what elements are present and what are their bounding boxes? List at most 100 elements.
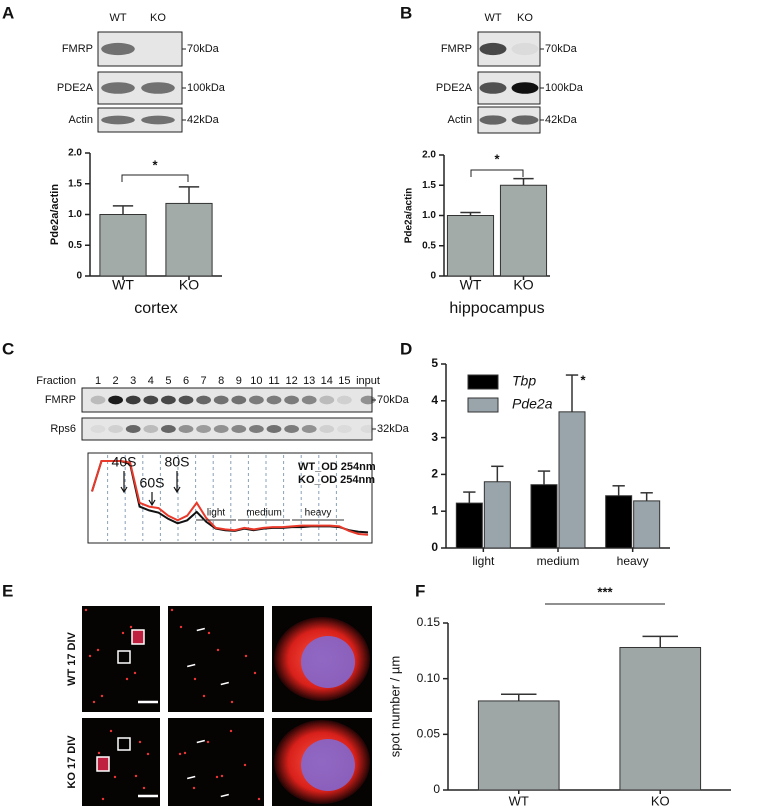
blot-band <box>266 395 282 405</box>
row-label: Actin <box>69 114 93 126</box>
row-label: FMRP <box>441 43 472 55</box>
puncta <box>121 631 125 635</box>
blot-band <box>479 115 507 125</box>
size-label: 100kDa <box>545 82 584 94</box>
y-tick-label: 0.05 <box>417 727 441 741</box>
lane-label: WT <box>109 12 126 24</box>
panel-label: B <box>400 3 412 22</box>
puncta <box>97 751 101 755</box>
y-tick-label: 4 <box>431 393 438 407</box>
micrograph <box>168 606 264 712</box>
row-label: PDE2A <box>436 82 473 94</box>
blot-title: Fraction <box>36 375 76 387</box>
x-tick-label: KO <box>513 277 533 293</box>
row-label: Actin <box>448 114 472 126</box>
puncta <box>88 654 92 658</box>
puncta <box>206 740 210 744</box>
puncta <box>96 648 100 652</box>
y-tick-label: 0.10 <box>417 671 441 685</box>
blot-band <box>178 425 194 433</box>
bar <box>477 700 560 791</box>
puncta <box>202 694 206 698</box>
size-label: 70kDa <box>377 394 410 406</box>
bar <box>446 215 495 277</box>
puncta <box>133 671 137 675</box>
blot-band <box>108 395 123 405</box>
x-axis-label: cortex <box>134 300 178 317</box>
lane-label: 9 <box>236 375 242 387</box>
significance-line <box>121 174 189 182</box>
puncta <box>229 729 233 733</box>
y-tick-label: 2.0 <box>68 148 82 159</box>
blot-band <box>511 42 539 56</box>
lane-label: 14 <box>321 375 333 387</box>
blot-band <box>141 82 175 94</box>
blot-band <box>360 425 376 433</box>
y-tick-label: 3 <box>431 430 438 444</box>
arrow <box>187 663 196 668</box>
blot-band <box>360 395 376 405</box>
lane-label: input <box>356 375 380 387</box>
puncta <box>138 740 142 744</box>
blot-band <box>479 42 507 56</box>
puncta <box>215 775 219 779</box>
puncta <box>113 775 117 779</box>
puncta <box>100 694 104 698</box>
x-axis-label: hippocampus <box>449 300 544 317</box>
puncta <box>183 751 187 755</box>
y-tick-label: 1.0 <box>68 209 82 220</box>
peak-arrow <box>148 492 156 507</box>
blot-band <box>284 425 299 433</box>
y-tick-label: 2.0 <box>422 150 436 161</box>
x-tick-label: WT <box>509 793 529 808</box>
y-tick-label: 0 <box>76 271 82 282</box>
row-label: PDE2A <box>57 82 94 94</box>
puncta <box>193 677 197 681</box>
bar <box>165 202 213 277</box>
region-label: light <box>207 508 226 519</box>
puncta <box>129 625 133 629</box>
blot-band <box>213 395 229 405</box>
y-tick-label: 0 <box>431 540 438 554</box>
roi-box <box>117 650 131 664</box>
puncta <box>170 608 174 612</box>
lane-label: 8 <box>218 375 224 387</box>
panel-label: A <box>2 3 14 22</box>
roi-box <box>131 629 145 645</box>
y-tick-label: 0.5 <box>422 240 436 251</box>
arrow <box>196 627 205 632</box>
arrow <box>187 775 196 780</box>
puncta <box>178 752 182 756</box>
legend-label: Tbp <box>512 373 536 389</box>
row-label: FMRP <box>45 394 76 406</box>
blot-band <box>90 425 106 433</box>
puncta <box>101 797 105 801</box>
puncta <box>142 786 146 790</box>
blot-band <box>141 115 175 125</box>
panel-label: F <box>415 581 425 600</box>
blot-band <box>196 395 211 405</box>
blot-band <box>284 395 299 405</box>
puncta <box>109 729 113 733</box>
peak-arrow <box>120 471 128 494</box>
blot-band <box>108 425 123 433</box>
peak-label: 40S <box>112 454 137 470</box>
row-label: WT 17 DIV <box>66 631 78 685</box>
blot-band <box>125 395 141 405</box>
size-label: 42kDa <box>187 114 220 126</box>
y-axis-label: spot number / µm <box>387 656 402 757</box>
blot-band <box>231 395 247 405</box>
bar <box>619 646 702 791</box>
bar <box>633 500 661 549</box>
x-tick-label: heavy <box>617 554 649 568</box>
blot-band <box>143 395 159 405</box>
blot-band <box>101 42 135 56</box>
puncta <box>146 752 150 756</box>
profile-box <box>87 452 373 544</box>
y-tick-label: 1.5 <box>68 178 82 189</box>
size-label: 32kDa <box>377 423 410 435</box>
puncta <box>243 763 247 767</box>
profile-line <box>91 460 369 536</box>
x-tick-label: KO <box>179 277 199 293</box>
y-tick-label: 0 <box>430 271 436 282</box>
